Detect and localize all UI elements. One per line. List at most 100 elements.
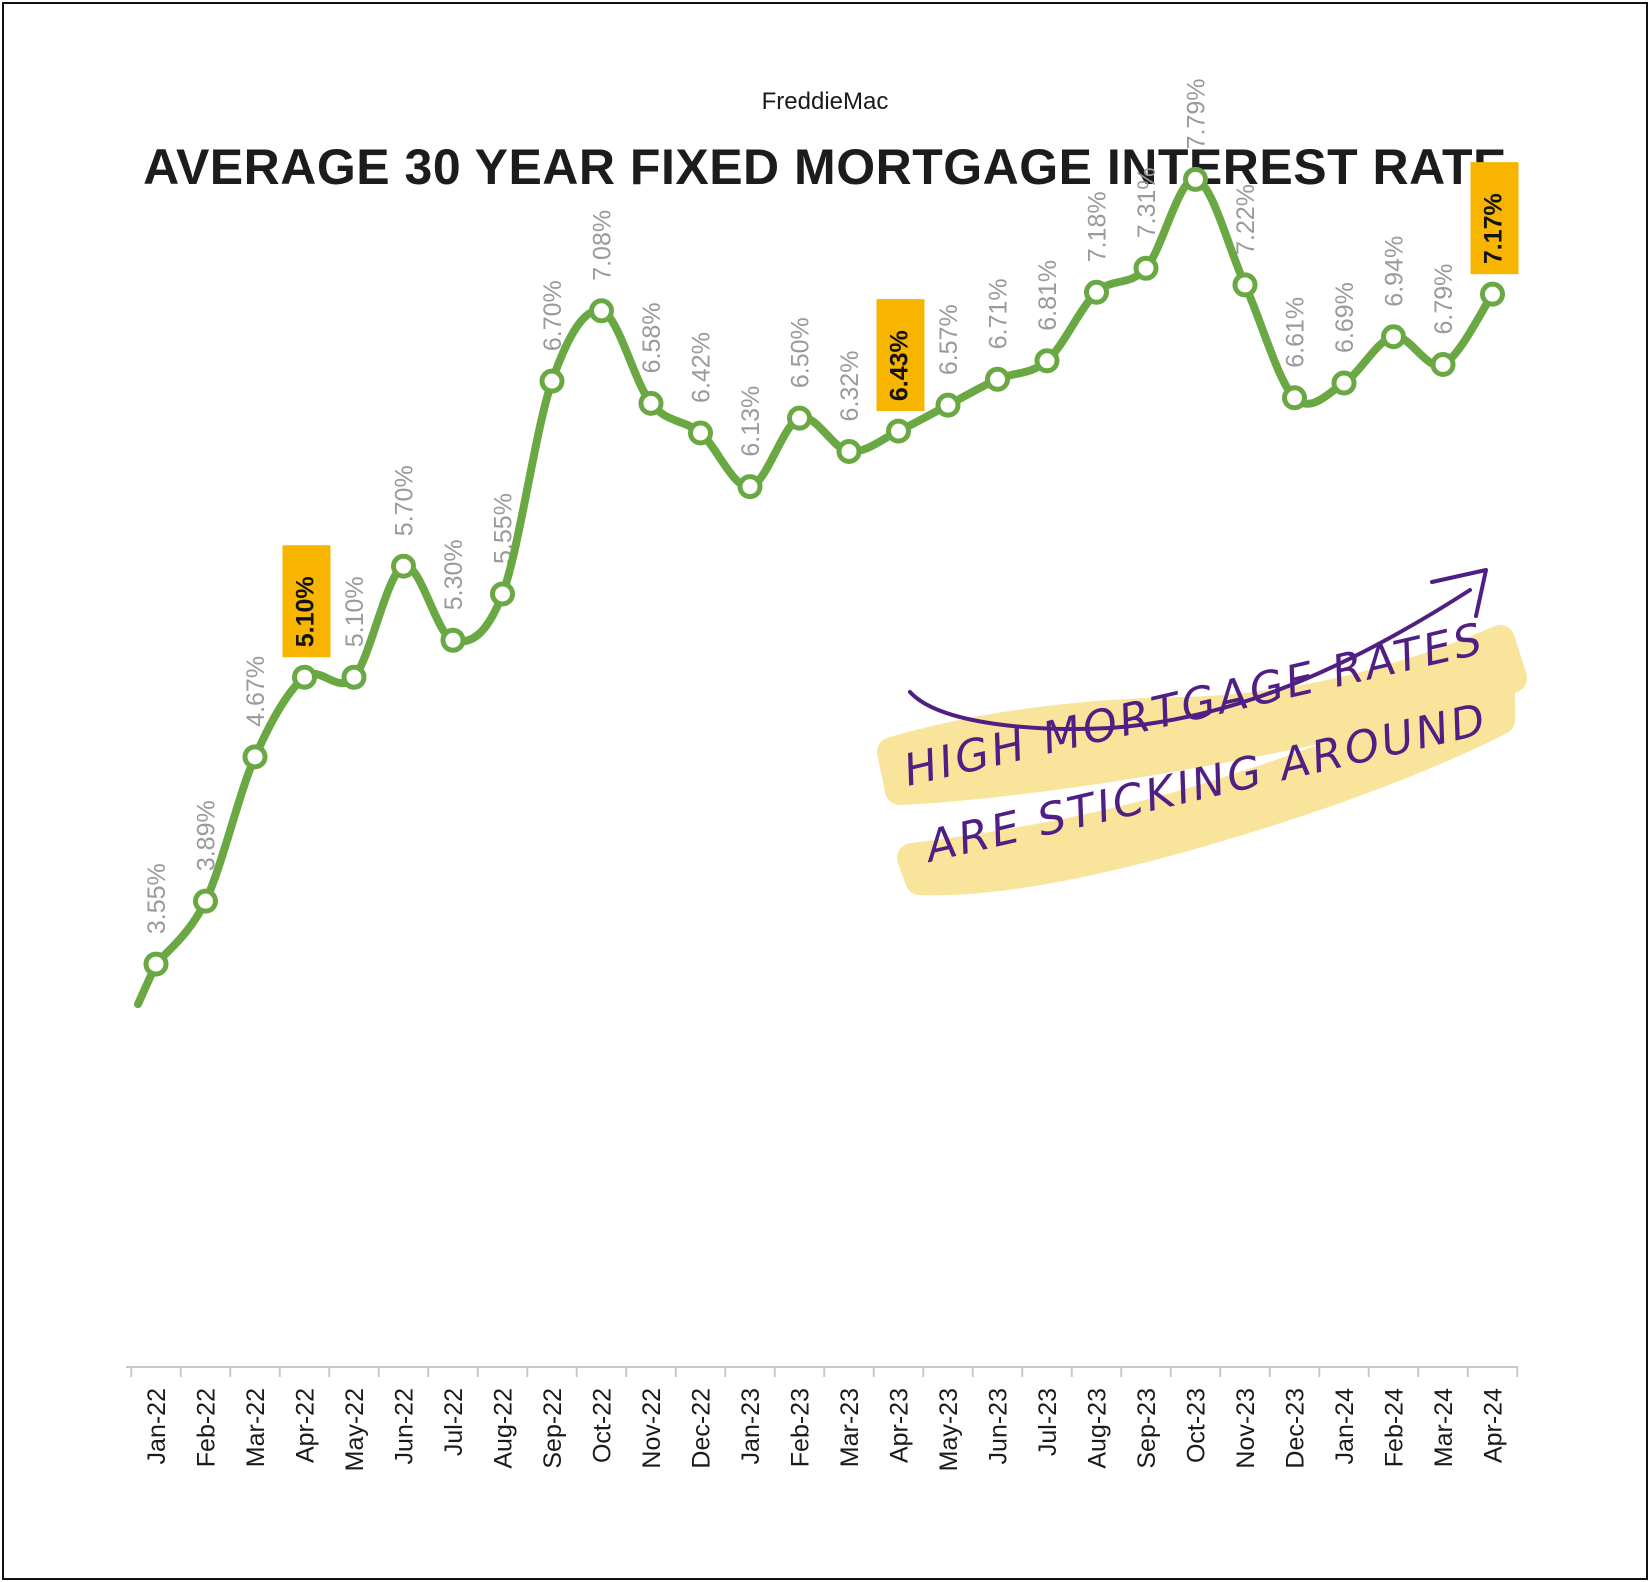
data-point [1282, 385, 1307, 411]
data-label: 7.17% [1480, 193, 1508, 264]
data-point [1133, 255, 1159, 281]
data-label: 6.58% [638, 302, 666, 373]
data-point [292, 664, 317, 690]
data-point [143, 951, 169, 977]
data-label: 6.70% [539, 280, 567, 351]
x-tick-label: Apr-24 [1480, 1388, 1508, 1463]
series-line-path [134, 175, 1497, 1009]
data-label: 4.67% [242, 656, 270, 727]
data-label: 6.57% [935, 304, 963, 375]
annotation: HIGH MORTGAGE RATES ARE STICKING AROUND [877, 568, 1527, 896]
data-label: 6.71% [985, 278, 1013, 349]
x-tick-label: Mar-22 [242, 1388, 270, 1467]
x-tick-label: Nov-22 [638, 1388, 666, 1469]
data-label: 6.79% [1430, 264, 1458, 335]
data-label: 3.89% [193, 800, 221, 871]
x-tick-label: Dec-23 [1282, 1388, 1310, 1469]
data-point [490, 581, 515, 607]
data-label: 6.13% [737, 386, 765, 457]
chart-title: AVERAGE 30 YEAR FIXED MORTGAGE INTEREST … [143, 139, 1507, 195]
data-label: 6.61% [1282, 297, 1310, 368]
highlight-badge [876, 299, 925, 412]
data-label: 5.70% [391, 465, 419, 536]
data-point [391, 553, 416, 579]
data-label: 5.10% [341, 576, 369, 647]
data-point [638, 390, 664, 416]
x-tick-label: Apr-23 [886, 1388, 914, 1463]
x-tick-label: Jan-23 [737, 1388, 765, 1464]
data-label: 6.81% [1034, 260, 1062, 331]
data-point [589, 298, 614, 324]
series-line [134, 175, 1497, 1009]
x-tick-label: Jan-24 [1331, 1388, 1359, 1465]
x-tick-label: Aug-22 [490, 1388, 518, 1469]
x-tick-label: Feb-24 [1381, 1388, 1409, 1467]
data-point [935, 392, 961, 418]
x-tick-label: Oct-23 [1183, 1388, 1211, 1463]
data-point [341, 664, 367, 690]
annotation-highlight-2 [897, 675, 1515, 896]
data-point [1480, 281, 1505, 307]
highlight-badge [282, 545, 331, 658]
data-label: 7.18% [1084, 191, 1112, 262]
data-point [1034, 348, 1060, 374]
data-point [1232, 272, 1258, 298]
data-point [1430, 351, 1456, 377]
data-label: 7.22% [1232, 184, 1260, 255]
data-label: 5.30% [440, 539, 468, 610]
x-tick-label: Jun-23 [985, 1388, 1013, 1464]
data-point [242, 744, 268, 770]
data-point [440, 627, 466, 653]
x-tick-label: Feb-23 [787, 1388, 815, 1467]
data-point [836, 438, 862, 464]
data-point [539, 368, 565, 394]
x-tick-label: Mar-23 [836, 1388, 864, 1467]
data-label: 5.10% [292, 576, 320, 647]
highlight-badge [1470, 162, 1519, 275]
x-tick-label: May-23 [935, 1388, 963, 1471]
x-axis: Jan-22 Feb-22 Mar-22 Apr-22 May-22 Jun-22 Jul-… [126, 1366, 1519, 1471]
data-point [985, 366, 1010, 392]
data-point [1084, 279, 1109, 305]
data-label: 6.50% [787, 317, 815, 388]
x-tick-label: Aug-23 [1084, 1388, 1112, 1469]
x-tick-label: Jun-22 [391, 1388, 419, 1464]
x-tick-label: Nov-23 [1232, 1388, 1260, 1469]
x-tick-label: Sep-22 [539, 1388, 567, 1469]
x-tick-label: Sep-23 [1133, 1388, 1161, 1469]
data-label: 3.55% [143, 863, 171, 934]
data-point [1331, 370, 1357, 396]
x-tick-label: Jul-23 [1034, 1388, 1062, 1456]
x-tick-label: Dec-22 [688, 1388, 716, 1469]
data-point [787, 405, 812, 431]
data-label: 7.31% [1133, 167, 1161, 238]
data-labels: 3.55%3.89%4.67%5.10% 5.10%5.70%5.30%5.55%… [143, 79, 1508, 935]
x-tick-label: Feb-22 [193, 1388, 221, 1467]
data-label: 6.43% [886, 330, 914, 401]
data-point [1183, 166, 1208, 192]
data-points [143, 166, 1505, 977]
data-label: 6.42% [688, 332, 716, 403]
x-tick-label: May-22 [341, 1388, 369, 1471]
x-tick-label: Jan-22 [143, 1388, 171, 1464]
x-tick-label: Apr-22 [292, 1388, 320, 1463]
data-label: 7.08% [589, 210, 617, 281]
data-point [1381, 324, 1406, 350]
annotation-arrow-curve [908, 588, 1472, 731]
highlight-badges [282, 162, 1519, 658]
annotation-arrow-head [1430, 568, 1488, 618]
x-tick-label: Jul-22 [440, 1388, 468, 1456]
data-label: 6.69% [1331, 282, 1359, 353]
data-point [737, 474, 763, 500]
data-point [886, 418, 911, 444]
x-tick-label: Oct-22 [589, 1388, 617, 1463]
data-label: 7.79% [1183, 79, 1211, 150]
x-tick-label: Mar-24 [1430, 1388, 1458, 1467]
data-label: 6.32% [836, 351, 864, 422]
data-point [688, 420, 713, 446]
chart-source: FreddieMac [761, 88, 889, 115]
data-point [193, 888, 218, 914]
data-label: 6.94% [1381, 236, 1409, 307]
